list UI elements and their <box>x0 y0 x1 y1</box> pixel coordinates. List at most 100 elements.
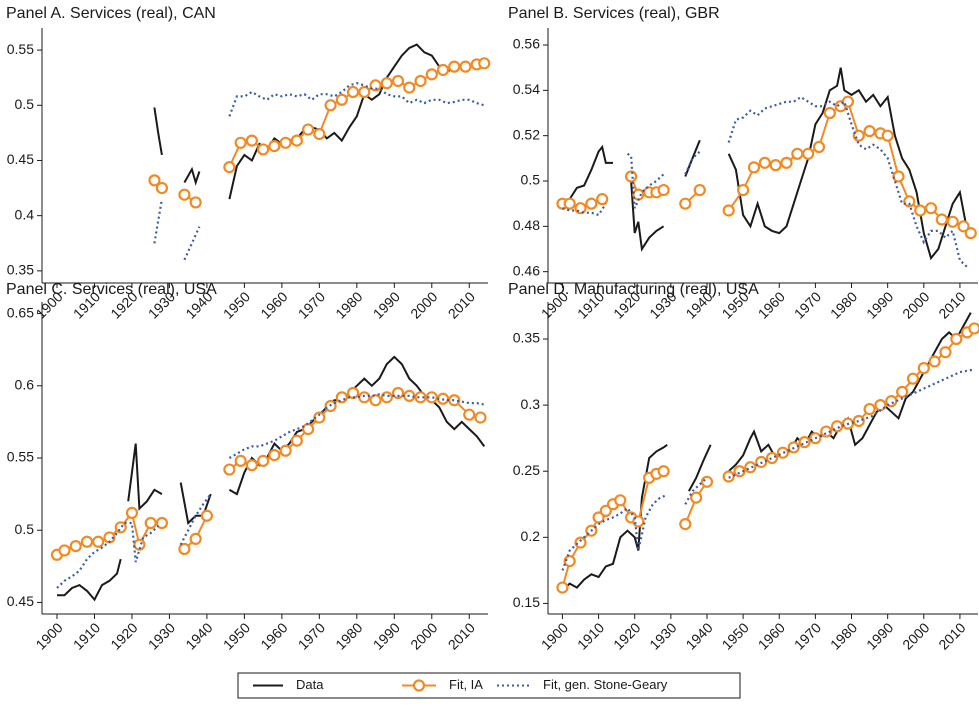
series-line <box>228 82 485 117</box>
x-tick-label: 1980 <box>332 288 365 321</box>
marker <box>358 85 371 99</box>
series-line <box>561 493 668 571</box>
x-tick-label: 1950 <box>220 619 253 652</box>
y-tick-label: 0.5 <box>521 172 541 188</box>
y-tick-label: 0.55 <box>7 41 34 57</box>
legend-label: Fit, IA <box>449 677 483 692</box>
series-line <box>684 139 701 177</box>
x-tick-label: 2010 <box>935 288 968 321</box>
series-line <box>183 226 201 261</box>
marker <box>200 509 214 522</box>
marker <box>58 544 71 557</box>
marker <box>436 63 450 77</box>
marker <box>178 542 191 556</box>
marker <box>957 220 970 233</box>
x-tick-label: 1970 <box>295 619 328 652</box>
marker <box>474 411 487 424</box>
y-tick-label: 0.45 <box>7 593 34 609</box>
x-tick-label: 1970 <box>791 288 824 321</box>
series-line <box>561 443 668 591</box>
series-line <box>630 180 665 252</box>
y-tick-label: 0.5 <box>15 96 35 112</box>
marker <box>765 451 779 465</box>
marker <box>463 408 476 421</box>
x-tick-label: 1910 <box>70 619 103 652</box>
marker <box>585 197 598 210</box>
marker <box>414 391 427 404</box>
x-tick-label: 1990 <box>370 619 403 652</box>
y-tick-label: 0.45 <box>7 151 34 167</box>
legend-box <box>237 672 741 699</box>
panel-title: Panel C. Services (real), USA <box>6 281 217 298</box>
marker <box>391 386 405 400</box>
marker <box>935 213 948 226</box>
marker <box>144 516 157 530</box>
marker <box>924 202 938 215</box>
x-tick-label: 2010 <box>445 288 478 321</box>
marker <box>950 332 963 346</box>
marker <box>780 156 793 169</box>
marker <box>69 540 82 553</box>
x-tick-label: 1960 <box>257 288 290 321</box>
marker <box>223 463 236 476</box>
marker <box>257 143 270 156</box>
x-tick-label: 1900 <box>32 619 65 652</box>
marker <box>791 147 804 160</box>
marker <box>268 140 281 153</box>
marker <box>679 197 692 210</box>
x-tick-label: 1930 <box>145 619 178 652</box>
y-tick-label: 0.5 <box>15 521 35 537</box>
marker <box>92 535 105 548</box>
series-line <box>153 107 163 156</box>
marker <box>380 391 393 404</box>
marker <box>448 394 461 407</box>
marker <box>133 538 146 551</box>
panel: Panel A. Services (real), CAN 0.35 0.4 0.45… <box>6 5 491 322</box>
marker <box>425 391 438 404</box>
x-tick-label: 1910 <box>574 619 607 652</box>
x-tick-label: 1960 <box>257 619 290 652</box>
x-tick-label: 1930 <box>646 619 679 652</box>
panel: Panel C. Services (real), USA 0.45 0.5 0.55… <box>6 281 488 653</box>
y-tick-label: 0.56 <box>513 36 540 52</box>
marker <box>914 204 927 217</box>
y-tick-label: 0.52 <box>513 126 540 142</box>
marker <box>592 511 605 524</box>
series-line <box>561 470 664 588</box>
x-tick-label: 1920 <box>610 619 643 652</box>
marker <box>852 414 865 428</box>
marker <box>459 60 472 73</box>
series-line <box>179 482 212 526</box>
marker <box>279 444 292 457</box>
marker <box>690 491 703 504</box>
marker <box>234 454 247 467</box>
marker <box>917 362 930 375</box>
legend: Data Fit, IA Fit, gen. Stone-Geary <box>237 672 741 699</box>
x-tick-label: 2000 <box>407 288 440 321</box>
marker <box>125 506 139 519</box>
marker <box>657 465 670 478</box>
marker <box>693 183 706 197</box>
x-tick-label: 1980 <box>827 619 860 652</box>
x-tick-label: 1940 <box>682 619 715 652</box>
marker <box>625 170 638 183</box>
marker <box>885 395 898 408</box>
series-line <box>56 521 159 589</box>
marker <box>896 385 909 398</box>
marker <box>596 193 609 206</box>
marker <box>700 475 714 488</box>
series-line <box>727 67 969 261</box>
y-tick-label: 0.6 <box>15 376 35 392</box>
x-tick-label: 1970 <box>791 619 824 652</box>
marker <box>80 535 94 548</box>
x-tick-label: 1970 <box>295 288 328 321</box>
marker <box>369 394 382 407</box>
x-tick-label: 1940 <box>182 619 215 652</box>
marker <box>114 521 127 534</box>
marker <box>358 391 371 404</box>
x-tick-label: 1900 <box>538 619 571 652</box>
marker <box>758 156 771 169</box>
marker <box>346 85 360 99</box>
marker <box>820 425 833 438</box>
